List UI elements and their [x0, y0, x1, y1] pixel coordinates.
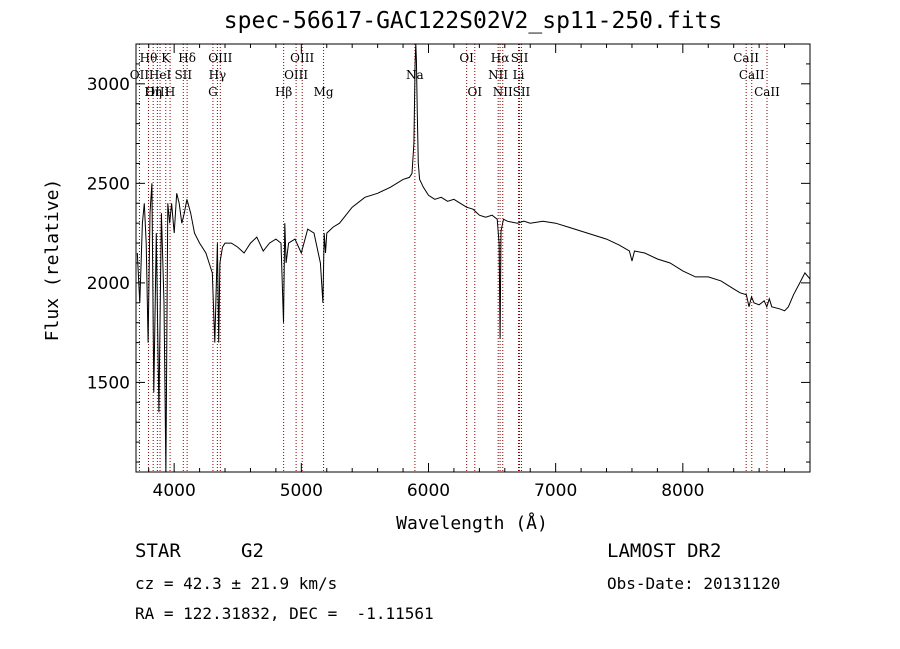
line-label-7: HeI	[149, 68, 172, 82]
coordinates-info: RA = 122.31832, DEC = -1.11561	[135, 604, 434, 623]
y-tick-label: 2500	[87, 174, 130, 194]
x-tick-label: 6000	[407, 481, 450, 501]
x-axis-ticks: 4000 5000 6000 7000 8000	[148, 44, 811, 501]
line-label-11: G	[208, 85, 218, 99]
line-label-25: CaII	[733, 51, 759, 65]
line-label-3: Hδ	[178, 51, 196, 65]
spectral-line-labels: Hθ Hη K Hδ OIII OII OIII HeI H SII Hγ G Hβ OIII OIII Mg…	[130, 51, 780, 99]
line-label-21: NII	[488, 68, 508, 82]
line-label-27: CaII	[754, 85, 780, 99]
line-label-24: SII	[513, 85, 531, 99]
line-label-5: OII	[130, 68, 150, 82]
y-axis-label: Flux (relative)	[42, 179, 63, 342]
line-label-20: SII	[511, 51, 529, 65]
x-tick-label: 7000	[534, 481, 577, 501]
line-label-9: SII	[174, 68, 192, 82]
spectrum-line-0	[136, 43, 811, 473]
line-label-13: OIII	[290, 51, 314, 65]
y-tick-label: 2000	[87, 274, 130, 294]
line-label-4: OIII	[208, 51, 232, 65]
line-label-14: OIII	[284, 68, 308, 82]
line-label-12: Hβ	[275, 85, 292, 99]
line-label-15: Mg	[314, 85, 334, 99]
line-label-2: K	[161, 51, 171, 65]
line-label-19: Hα	[491, 51, 510, 65]
line-label-8: H	[165, 85, 175, 99]
object-subclass: G2	[241, 540, 264, 562]
observation-date: Obs-Date: 20131120	[607, 574, 781, 593]
spectral-line-markers	[138, 44, 768, 472]
survey-name: LAMOST DR2	[607, 540, 722, 562]
line-label-1: Hη	[144, 85, 162, 99]
y-tick-label: 3000	[87, 75, 130, 95]
chart-title: spec-56617-GAC122S02V2_sp11-250.fits	[223, 8, 723, 34]
y-axis-ticks: 1500 2000 2500 3000	[87, 43, 810, 463]
x-axis-label: Wavelength (Å)	[396, 512, 548, 534]
line-label-0: Hθ	[140, 51, 158, 65]
line-label-10: Hγ	[209, 68, 227, 82]
redshift-info: cz = 42.3 ± 21.9 km/s	[135, 574, 338, 593]
plot-frame	[135, 43, 811, 473]
x-tick-label: 4000	[153, 481, 196, 501]
spectrum-series	[136, 43, 811, 473]
line-label-26: CaII	[739, 68, 765, 82]
line-label-18: OI	[467, 85, 482, 99]
x-tick-label: 8000	[661, 481, 704, 501]
plot-axes	[135, 43, 811, 473]
line-label-22: Li	[513, 68, 525, 82]
object-class: STAR	[135, 540, 181, 562]
x-tick-label: 5000	[280, 481, 323, 501]
line-label-23: NII	[493, 85, 513, 99]
line-label-17: OI	[459, 51, 474, 65]
line-label-6: OIII	[145, 85, 169, 99]
y-tick-label: 1500	[87, 373, 130, 393]
